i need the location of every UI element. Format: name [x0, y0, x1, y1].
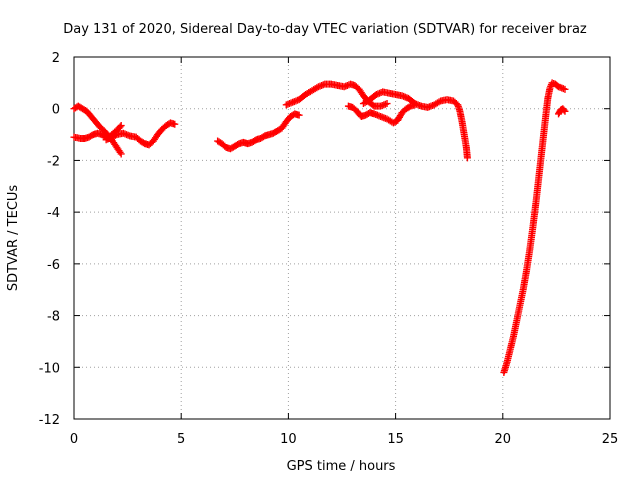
y-tick-labels: -12 -10 -8 -6 -4 -2 0 2	[39, 51, 60, 428]
data-series	[70, 79, 569, 376]
y-tick-label: -6	[47, 258, 60, 273]
series-seg5	[282, 80, 391, 110]
x-tick-label: 10	[280, 432, 297, 447]
series-seg4	[214, 110, 303, 153]
series-seg8	[500, 79, 569, 376]
x-tick-labels: 0 5 10 15 20 25	[70, 432, 618, 447]
series-seg9	[555, 105, 569, 118]
y-tick-label: -12	[39, 413, 60, 428]
series-seg3	[102, 119, 179, 149]
x-tick-label: 15	[387, 432, 404, 447]
x-tick-label: 25	[602, 432, 619, 447]
chart-title: Day 131 of 2020, Sidereal Day-to-day VTE…	[63, 22, 587, 37]
data-point-marker	[171, 120, 179, 128]
data-point-marker	[116, 123, 124, 131]
series-seg2	[70, 122, 125, 142]
data-point-marker	[463, 154, 471, 162]
data-point-marker	[561, 107, 569, 115]
x-tick-label: 0	[70, 432, 78, 447]
x-tick-label: 20	[495, 432, 512, 447]
data-point-marker	[561, 85, 569, 93]
x-tick-label: 5	[177, 432, 185, 447]
data-point-marker	[313, 84, 321, 92]
x-axis-label: GPS time / hours	[287, 459, 396, 474]
data-point-marker	[560, 106, 568, 114]
series-seg7	[359, 88, 471, 162]
y-tick-label: -10	[39, 361, 60, 376]
data-point-marker	[111, 131, 119, 139]
plot-area-border	[73, 56, 611, 420]
data-point-marker	[383, 100, 391, 108]
y-tick-label: -8	[47, 310, 60, 325]
y-tick-label: -2	[47, 154, 60, 169]
data-point-marker	[117, 150, 125, 158]
plot-frame	[73, 56, 611, 420]
data-point-marker	[117, 122, 125, 130]
y-tick-label: 2	[52, 51, 60, 66]
y-tick-label: -4	[47, 206, 60, 221]
y-tick-label: 0	[52, 103, 60, 118]
data-point-marker	[116, 148, 124, 156]
data-point-marker	[435, 98, 443, 106]
series-seg6	[344, 101, 419, 127]
data-point-marker	[295, 111, 303, 119]
y-axis-label: SDTVAR / TECUs	[6, 185, 21, 292]
